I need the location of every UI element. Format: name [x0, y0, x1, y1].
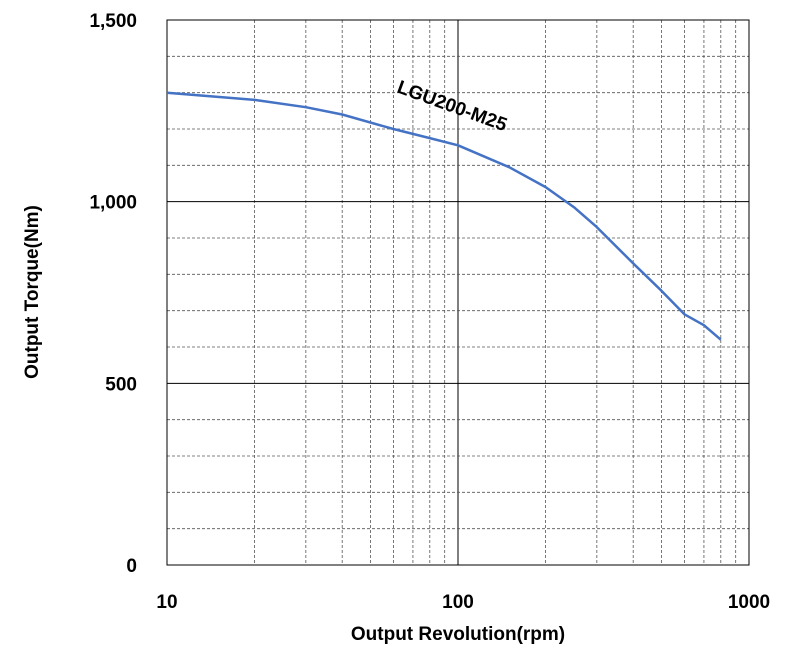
x-tick-labels: 10 100 1000	[156, 592, 770, 613]
y-tick-label: 1,500	[89, 11, 137, 32]
series-label: LGU200-M25	[394, 77, 510, 136]
x-tick-label: 100	[442, 592, 474, 613]
x-tick-label: 1000	[728, 592, 770, 613]
plot-frame	[166, 19, 750, 566]
x-tick-label: 10	[156, 592, 177, 613]
y-tick-label: 1,000	[89, 193, 137, 214]
y-tick-label: 500	[105, 374, 137, 395]
x-axis-title: Output Revolution(rpm)	[351, 624, 565, 645]
series-line-lgu200-m25	[166, 91, 722, 341]
y-axis-title: Output Torque(Nm)	[22, 205, 43, 379]
y-tick-label: 0	[126, 556, 137, 577]
grid	[167, 20, 749, 565]
y-tick-labels: 0 500 1,000 1,500	[89, 11, 137, 577]
